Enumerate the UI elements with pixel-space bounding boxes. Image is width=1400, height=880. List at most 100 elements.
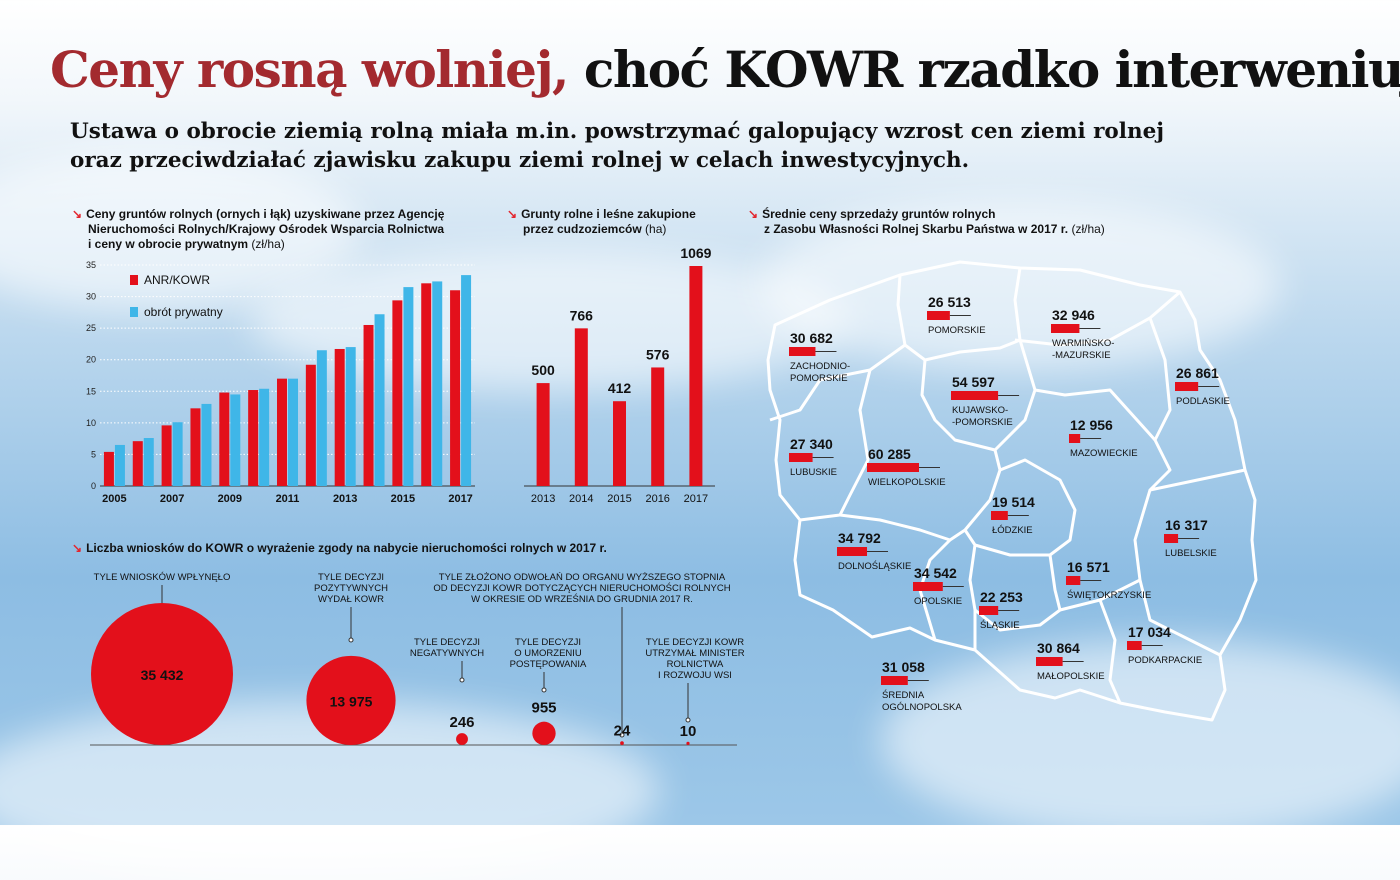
x-tick-label: 2013 [333, 493, 357, 505]
bar-obrot-prywatny [114, 444, 125, 486]
bar-anr-kowr [305, 364, 316, 486]
application-bubble [306, 655, 396, 745]
heading-line: i ceny w obrocie prywatnym [88, 237, 249, 251]
bar-anr-kowr [248, 390, 259, 486]
bar-anr-kowr [392, 300, 403, 486]
x-tick-label: 2015 [607, 493, 631, 505]
bubble-caption: POZYTYWNYCH [314, 583, 388, 594]
y-tick-label: 35 [86, 260, 96, 270]
bubble-caption: W OKRESIE OD WRZEŚNIA DO GRUDNIA 2017 R. [471, 593, 693, 605]
y-tick-label: 10 [86, 418, 96, 428]
page-title: Ceny rosną wolniej, choć KOWR rzadko int… [50, 40, 1400, 99]
application-bubble [620, 741, 624, 745]
bubble-value: 10 [680, 723, 697, 740]
region-name: ŚREDNIA [882, 689, 925, 701]
bubble-caption: POSTĘPOWANIA [510, 659, 587, 670]
bar-foreign-purchase [536, 383, 550, 486]
region-value-bar [913, 582, 943, 591]
arrow-icon: ↘ [748, 207, 759, 221]
region-value-bar [867, 463, 919, 472]
region-label: 54 597 KUJAWSKO--POMORSKIE [951, 374, 1020, 428]
x-tick-label: 2017 [448, 493, 472, 505]
bar-obrot-prywatny [461, 275, 472, 486]
heading-line: Ceny gruntów rolnych (ornych i łąk) uzys… [86, 207, 445, 221]
region-value: 16 571 [1067, 559, 1110, 575]
x-tick-label: 2015 [391, 493, 415, 505]
region-label: 34 542 OPOLSKIE [913, 565, 964, 607]
region-value: 22 253 [980, 589, 1023, 605]
region-value: 17 034 [1128, 624, 1171, 640]
page-subtitle: Ustawa o obrocie ziemią rolną miała m.in… [70, 117, 1370, 175]
region-name: DOLNOŚLĄSKIE [838, 560, 911, 572]
region-label: 34 792 DOLNOŚLĄSKIE [837, 530, 911, 572]
heading-unit: (ha) [645, 222, 667, 236]
region-value-bar [1069, 434, 1081, 443]
y-tick-label: 0 [91, 481, 96, 491]
region-border [769, 343, 906, 422]
region-value: 34 542 [914, 565, 957, 581]
region-label: 16 317 LUBELSKIE [1164, 517, 1217, 559]
bar-value-label: 576 [646, 346, 670, 362]
region-border [918, 538, 952, 641]
region-value: 26 861 [1176, 365, 1219, 381]
region-label: 16 571 ŚWIĘTOKRZYSKIE [1066, 559, 1151, 601]
bubble-value: 24 [614, 722, 631, 739]
bubble-caption: TYLE ZŁOŻONO ODWOŁAŃ DO ORGANU WYŻSZEGO … [439, 572, 726, 583]
bar-obrot-prywatny [403, 287, 414, 486]
x-tick-label: 2014 [569, 493, 593, 505]
bubble-value: 35 432 [141, 667, 184, 683]
title-rest: choć KOWR rzadko interweniuje [583, 40, 1400, 99]
bar-anr-kowr [190, 408, 201, 486]
region-value: 12 956 [1070, 417, 1113, 433]
poland-map-outline [766, 260, 1258, 722]
heading-line: Nieruchomości Rolnych/Krajowy Ośrodek Ws… [88, 222, 445, 236]
region-value-bar [1051, 324, 1080, 333]
y-tick-label: 15 [86, 386, 96, 396]
bar-value-label: 1069 [680, 245, 711, 261]
subtitle-line: oraz przeciwdziałać zjawisku zakupu ziem… [70, 148, 970, 173]
title-highlight: Ceny rosną wolniej, [50, 40, 569, 99]
prices-chart: 0 5 10 15 20 25 30 35 2005 2007 2009 2011 2013 2015 20… [86, 260, 475, 505]
region-border [1034, 388, 1157, 442]
region-border [1014, 290, 1181, 347]
heading-line: Grunty rolne i leśne zakupione [521, 207, 696, 221]
x-tick-label: 2017 [684, 493, 708, 505]
region-name: -MAZURSKIE [1052, 350, 1111, 361]
region-label: 60 285 WIELKOPOLSKIE [867, 446, 946, 488]
region-value: 16 317 [1165, 517, 1208, 533]
bar-value-label: 412 [608, 380, 632, 396]
region-value-bar [789, 453, 813, 462]
arrow-icon: ↘ [72, 207, 83, 221]
region-value-bar [1127, 641, 1142, 650]
region-name: WIELKOPOLSKIE [868, 477, 946, 488]
bar-obrot-prywatny [288, 378, 298, 486]
region-border [968, 544, 977, 650]
x-tick-label: 2016 [645, 493, 669, 505]
heading-unit: (zł/ha) [251, 237, 285, 251]
bar-anr-kowr [450, 290, 461, 486]
heading-unit: (zł/ha) [1071, 222, 1105, 236]
foreign-chart-heading: ↘ Grunty rolne i leśne zakupione przez cu… [507, 207, 696, 237]
bubble-caption: TYLE DECYZJI KOWR [646, 637, 744, 648]
region-value: 26 513 [928, 294, 971, 310]
foreign-buyers-chart: 500 2013 766 2014 412 2015 576 2016 1069 2017 [524, 245, 715, 505]
applications-heading: ↘ Liczba wniosków do KOWR o wyrażenie zgo… [72, 541, 607, 556]
region-label: 22 253 ŚLĄSKIE [979, 589, 1023, 631]
leader-dot [541, 687, 547, 693]
region-value-bar [1066, 576, 1081, 585]
arrow-icon: ↘ [72, 541, 83, 555]
region-value-bar [1175, 382, 1199, 391]
region-name: ŁÓDZKIE [992, 525, 1033, 536]
region-value: 32 946 [1052, 307, 1095, 323]
bar-obrot-prywatny [432, 281, 443, 486]
bar-obrot-prywatny [316, 350, 327, 486]
application-bubble [532, 721, 556, 746]
region-value-bar [837, 547, 868, 556]
bar-anr-kowr [132, 441, 143, 486]
application-bubble [686, 741, 690, 746]
heading-line: przez cudzoziemców [523, 222, 642, 236]
region-name: ŚWIĘTOKRZYSKIE [1067, 589, 1151, 601]
region-label: 17 034 PODKARPACKIE [1127, 624, 1202, 666]
region-name: PODLASKIE [1176, 396, 1230, 407]
y-tick-label: 25 [86, 323, 96, 333]
